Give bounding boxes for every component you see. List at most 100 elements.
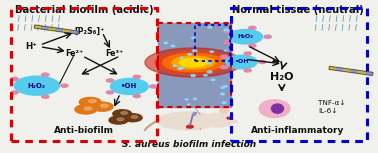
- Bar: [71, 30, 78, 34]
- Ellipse shape: [271, 104, 284, 113]
- Circle shape: [224, 41, 231, 44]
- Circle shape: [185, 99, 188, 100]
- Circle shape: [220, 66, 228, 69]
- Circle shape: [204, 75, 207, 76]
- Circle shape: [109, 116, 128, 124]
- Text: Normal tissue (neutral): Normal tissue (neutral): [232, 5, 364, 15]
- Circle shape: [228, 30, 263, 44]
- Circle shape: [79, 97, 101, 107]
- Text: S. aureus biofilm infection: S. aureus biofilm infection: [122, 140, 256, 149]
- Bar: [351, 69, 358, 73]
- Circle shape: [61, 84, 68, 87]
- Circle shape: [123, 114, 142, 122]
- Ellipse shape: [220, 108, 229, 113]
- Text: Bacterial biofilm (acidic): Bacterial biofilm (acidic): [15, 5, 153, 15]
- Circle shape: [191, 75, 195, 77]
- Circle shape: [88, 100, 96, 103]
- Circle shape: [180, 57, 183, 58]
- Circle shape: [221, 93, 225, 95]
- Circle shape: [259, 60, 266, 63]
- Circle shape: [207, 71, 212, 73]
- Text: Fe²⁺: Fe²⁺: [66, 49, 84, 58]
- Bar: [49, 27, 56, 31]
- Circle shape: [225, 50, 227, 51]
- Circle shape: [131, 116, 138, 118]
- Circle shape: [133, 95, 140, 98]
- Circle shape: [244, 52, 251, 55]
- Circle shape: [223, 86, 227, 87]
- Circle shape: [14, 76, 59, 95]
- Text: H₂O₂: H₂O₂: [237, 34, 254, 39]
- Circle shape: [11, 91, 18, 94]
- Text: Fe³⁺: Fe³⁺: [106, 49, 124, 58]
- Circle shape: [164, 42, 167, 44]
- Ellipse shape: [158, 112, 217, 130]
- Circle shape: [220, 55, 228, 58]
- Polygon shape: [163, 53, 224, 72]
- Bar: [34, 25, 42, 29]
- Bar: [329, 66, 373, 75]
- Bar: [365, 71, 373, 75]
- Circle shape: [75, 105, 97, 114]
- Polygon shape: [179, 58, 208, 67]
- Circle shape: [249, 44, 256, 47]
- Circle shape: [91, 102, 113, 111]
- Circle shape: [227, 117, 231, 119]
- Circle shape: [264, 35, 271, 38]
- Circle shape: [150, 85, 157, 88]
- Circle shape: [84, 107, 92, 110]
- Circle shape: [101, 104, 108, 107]
- Circle shape: [106, 79, 114, 82]
- Ellipse shape: [230, 120, 237, 123]
- Circle shape: [187, 104, 190, 105]
- Circle shape: [110, 78, 148, 94]
- Circle shape: [178, 68, 181, 69]
- Circle shape: [173, 65, 176, 66]
- Circle shape: [188, 54, 192, 55]
- Circle shape: [193, 98, 196, 99]
- Circle shape: [210, 51, 214, 52]
- Bar: [56, 28, 64, 32]
- Bar: [42, 26, 49, 30]
- Circle shape: [221, 87, 225, 88]
- Circle shape: [121, 112, 127, 114]
- Circle shape: [192, 37, 194, 39]
- Bar: [63, 29, 71, 33]
- Text: H₂O₂: H₂O₂: [28, 83, 46, 89]
- Bar: [336, 67, 344, 71]
- Ellipse shape: [204, 113, 234, 127]
- Bar: [344, 68, 351, 72]
- Circle shape: [11, 77, 18, 80]
- Text: [P₂S₆]⁺: [P₂S₆]⁺: [74, 27, 105, 36]
- Text: H₂O: H₂O: [270, 72, 294, 82]
- Circle shape: [187, 125, 193, 128]
- Circle shape: [224, 30, 231, 33]
- Circle shape: [249, 26, 256, 29]
- Text: Anti-biofilm: Anti-biofilm: [54, 126, 114, 135]
- Text: •OH: •OH: [234, 60, 248, 64]
- Text: •OH: •OH: [121, 83, 138, 90]
- Polygon shape: [172, 56, 215, 69]
- Circle shape: [208, 26, 212, 28]
- Circle shape: [106, 91, 114, 94]
- Circle shape: [171, 45, 175, 47]
- Bar: [158, 23, 231, 107]
- Bar: [329, 66, 337, 70]
- Circle shape: [207, 62, 211, 64]
- Bar: [358, 70, 366, 74]
- Circle shape: [244, 69, 251, 72]
- Bar: [34, 25, 78, 34]
- Circle shape: [211, 79, 215, 80]
- Circle shape: [133, 75, 140, 78]
- Circle shape: [225, 55, 257, 69]
- Bar: [192, 112, 197, 115]
- Text: H⁺: H⁺: [25, 42, 37, 51]
- Text: Anti-inflammatory: Anti-inflammatory: [251, 126, 345, 135]
- Circle shape: [192, 50, 197, 52]
- Text: TNF-α↓
IL-6↓: TNF-α↓ IL-6↓: [318, 100, 345, 114]
- Circle shape: [42, 95, 49, 98]
- Polygon shape: [145, 48, 242, 77]
- Circle shape: [113, 110, 132, 118]
- Ellipse shape: [259, 100, 290, 118]
- Circle shape: [224, 29, 229, 31]
